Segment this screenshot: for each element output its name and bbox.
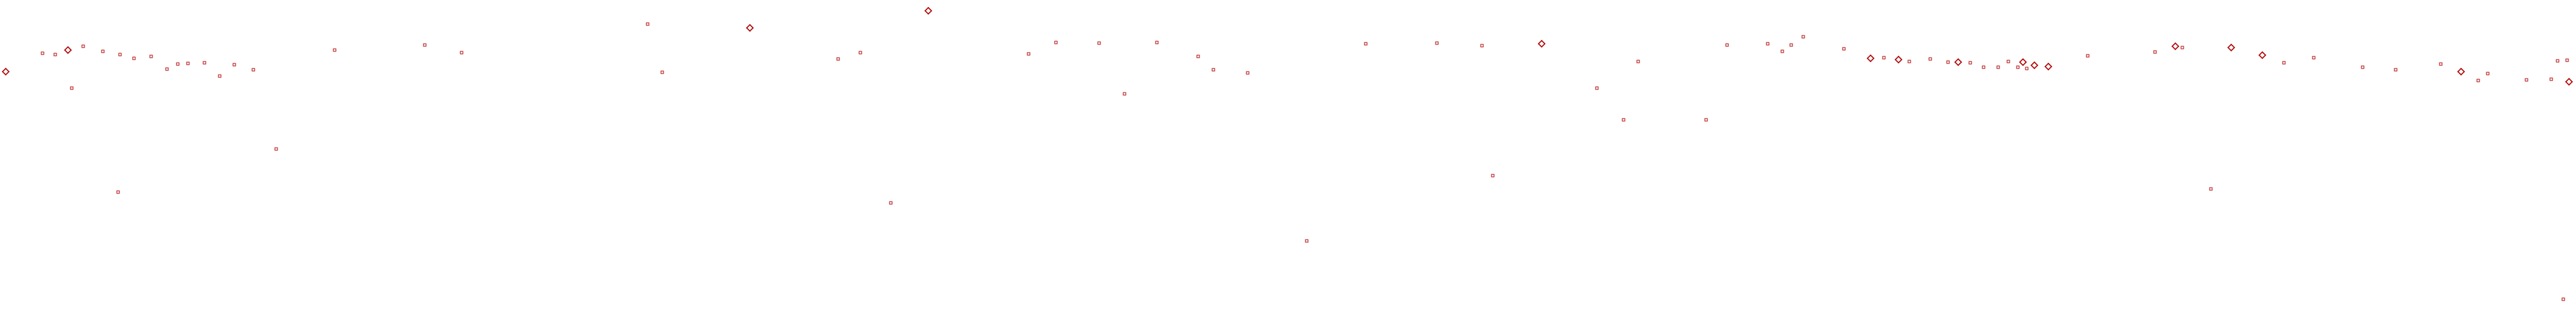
square-point bbox=[2476, 79, 2480, 82]
square-point bbox=[116, 190, 120, 194]
square-point bbox=[251, 68, 255, 72]
diamond-point bbox=[745, 23, 754, 32]
square-point bbox=[186, 61, 190, 65]
square-point bbox=[333, 48, 337, 52]
square-point bbox=[1801, 35, 1805, 39]
square-point bbox=[1704, 118, 1708, 122]
square-point bbox=[41, 51, 44, 55]
square-point bbox=[165, 67, 169, 71]
diamond-point bbox=[2171, 42, 2180, 51]
square-point bbox=[2209, 187, 2213, 191]
square-point bbox=[858, 51, 862, 55]
square-point bbox=[1789, 43, 1793, 47]
square-point bbox=[660, 70, 664, 74]
square-point bbox=[1595, 86, 1599, 90]
square-point bbox=[132, 56, 136, 60]
diamond-point bbox=[2227, 43, 2236, 52]
square-point bbox=[1946, 60, 1950, 64]
square-point bbox=[1196, 55, 1200, 58]
square-point bbox=[423, 43, 427, 47]
square-point bbox=[149, 55, 153, 58]
square-point bbox=[2016, 65, 2020, 69]
square-point bbox=[2556, 59, 2559, 63]
diamond-point bbox=[1537, 39, 1546, 48]
diamond-point bbox=[2565, 77, 2573, 86]
square-point bbox=[1907, 60, 1911, 63]
square-point bbox=[2312, 56, 2316, 60]
diamond-point bbox=[1894, 55, 1903, 64]
diamond-point bbox=[2044, 62, 2053, 71]
square-point bbox=[1766, 42, 1770, 46]
square-point bbox=[218, 74, 222, 78]
square-point bbox=[1211, 68, 1215, 72]
diamond-point bbox=[2019, 58, 2027, 67]
square-point bbox=[889, 201, 893, 205]
square-point bbox=[2561, 297, 2565, 301]
square-point bbox=[1097, 41, 1101, 45]
square-point bbox=[1780, 49, 1784, 53]
square-point bbox=[1996, 65, 2000, 69]
square-point bbox=[2153, 50, 2157, 54]
square-point bbox=[1480, 44, 1484, 48]
square-point bbox=[1491, 174, 1495, 178]
diamond-point bbox=[2030, 61, 2039, 70]
square-point bbox=[1305, 239, 1309, 243]
square-point bbox=[2549, 77, 2553, 81]
square-point bbox=[81, 44, 85, 48]
square-point bbox=[2282, 61, 2286, 65]
square-point bbox=[1725, 43, 1729, 47]
square-point bbox=[1968, 61, 1972, 65]
square-point bbox=[274, 147, 278, 151]
diamond-point bbox=[63, 46, 72, 55]
diamond-point bbox=[1866, 54, 1875, 63]
scatter-marks bbox=[1, 6, 2573, 301]
square-point bbox=[2439, 62, 2443, 66]
square-point bbox=[1054, 41, 1058, 44]
square-point bbox=[2525, 78, 2528, 82]
square-point bbox=[646, 22, 650, 26]
square-point bbox=[176, 62, 180, 66]
square-point bbox=[70, 86, 74, 90]
square-point bbox=[1928, 57, 1932, 61]
square-point bbox=[1027, 52, 1031, 56]
square-point bbox=[118, 53, 122, 56]
square-point bbox=[1882, 56, 1886, 60]
square-point bbox=[1622, 118, 1625, 122]
square-point bbox=[2361, 65, 2365, 69]
square-point bbox=[1636, 60, 1640, 63]
diamond-point bbox=[1954, 58, 1963, 67]
square-point bbox=[53, 53, 57, 56]
diamond-point bbox=[1, 67, 10, 76]
square-point bbox=[2006, 60, 2010, 63]
square-point bbox=[2565, 58, 2569, 62]
square-point bbox=[2025, 67, 2029, 70]
square-point bbox=[460, 51, 464, 55]
square-point bbox=[1246, 71, 1250, 75]
square-point bbox=[1435, 41, 1439, 45]
square-point bbox=[1364, 42, 1368, 46]
square-point bbox=[1155, 41, 1159, 44]
square-point bbox=[836, 57, 840, 61]
square-point bbox=[2180, 46, 2184, 49]
square-point bbox=[232, 63, 236, 67]
square-point bbox=[1982, 65, 1985, 69]
square-point bbox=[2394, 68, 2398, 72]
square-point bbox=[2486, 72, 2490, 75]
square-point bbox=[1842, 47, 1846, 51]
square-point bbox=[101, 49, 105, 53]
diamond-point bbox=[924, 6, 933, 15]
diamond-point bbox=[2457, 67, 2466, 76]
diamond-point bbox=[2258, 51, 2267, 60]
square-point bbox=[2086, 54, 2090, 58]
square-point bbox=[203, 61, 206, 65]
square-point bbox=[1123, 92, 1126, 96]
